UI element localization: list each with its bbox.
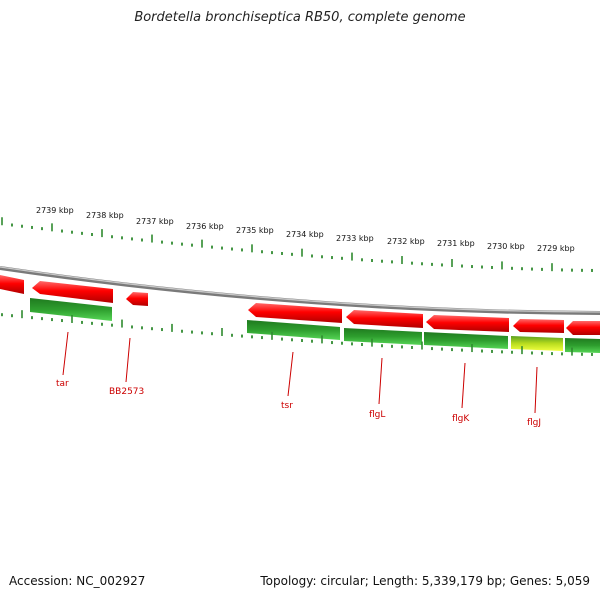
gene-arrow-forward xyxy=(513,319,564,333)
scale-label: 2737 kbp xyxy=(136,217,174,226)
gene-arrow-forward xyxy=(126,292,148,306)
scale-label: 2738 kbp xyxy=(86,211,124,220)
scale-label: 2733 kbp xyxy=(336,234,374,243)
gene-label-flgk: flgK xyxy=(452,414,470,424)
scale-labels: 2739 kbp 2738 kbp 2737 kbp 2736 kbp 2735… xyxy=(36,206,575,253)
gene-label-bb2573: BB2573 xyxy=(109,387,144,397)
reverse-genes xyxy=(30,298,600,353)
gene-label-flgl: flgL xyxy=(369,410,385,420)
scale-label: 2731 kbp xyxy=(437,239,475,248)
accession-text: Accession: NC_002927 xyxy=(9,574,146,588)
outer-tick-ruler xyxy=(1,217,593,272)
genome-backbone-highlight xyxy=(0,266,600,313)
genome-backbone xyxy=(0,266,600,315)
gene-arrow-forward xyxy=(426,315,509,332)
scale-label: 2736 kbp xyxy=(186,222,224,231)
leader-line xyxy=(378,357,383,405)
scale-label: 2732 kbp xyxy=(387,237,425,246)
gene-label-flgj: flgJ xyxy=(527,418,541,428)
leader-line xyxy=(287,351,294,397)
scale-label: 2730 kbp xyxy=(487,242,525,251)
gene-block-reverse xyxy=(424,332,508,349)
gene-arrow-forward xyxy=(566,321,600,335)
gene-arrow-forward xyxy=(346,310,423,328)
gene-label-tar: tar xyxy=(56,379,69,389)
leader-line xyxy=(461,362,466,409)
genome-summary-text: Topology: circular; Length: 5,339,179 bp… xyxy=(260,574,590,588)
scale-label: 2735 kbp xyxy=(236,226,274,235)
gene-label-tsr: tsr xyxy=(281,401,293,411)
gene-block-reverse xyxy=(30,298,112,321)
gene-block-reverse xyxy=(565,338,600,353)
scale-label: 2739 kbp xyxy=(36,206,74,215)
leader-line xyxy=(62,331,69,376)
gene-arrow-forward xyxy=(32,281,113,303)
forward-genes xyxy=(0,275,600,335)
inner-tick-ruler xyxy=(1,310,593,356)
gene-block-reverse xyxy=(247,320,340,340)
leader-line xyxy=(534,366,538,414)
gene-labels: tar BB2573 tsr flgL flgK flgJ xyxy=(56,379,541,428)
gene-block-reverse-highlight xyxy=(511,336,563,351)
scale-label: 2729 kbp xyxy=(537,244,575,253)
gene-arrow-forward xyxy=(0,275,24,294)
map-title: Bordetella bronchiseptica RB50, complete… xyxy=(134,10,466,25)
gene-arrow-forward xyxy=(248,303,342,323)
scale-label: 2734 kbp xyxy=(286,230,324,239)
leader-line xyxy=(125,337,131,383)
label-leaders xyxy=(62,331,538,414)
gene-block-reverse xyxy=(344,328,422,345)
